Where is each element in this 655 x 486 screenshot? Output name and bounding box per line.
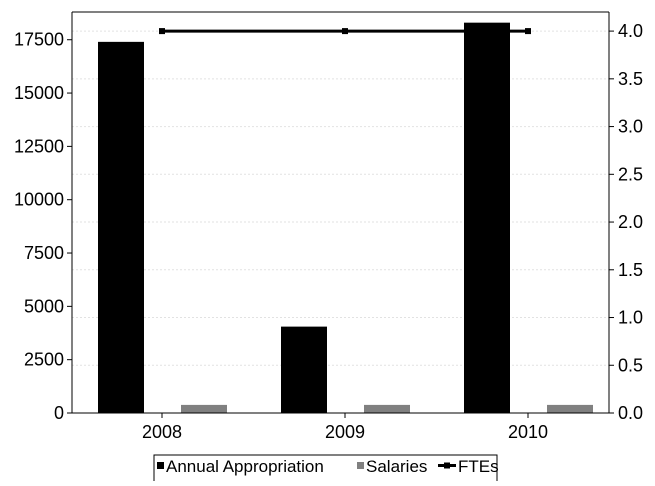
legend-border bbox=[153, 454, 498, 484]
right-tick-label: 2.0 bbox=[618, 212, 643, 232]
legend-swatch-annual-appropriation bbox=[157, 462, 164, 469]
left-tick-label: 2500 bbox=[24, 350, 64, 370]
bar-salaries-2010 bbox=[547, 404, 593, 413]
marker-ftes-2009 bbox=[342, 28, 348, 35]
left-tick-label: 15000 bbox=[14, 83, 64, 103]
bar-salaries-2008 bbox=[181, 404, 227, 413]
legend-label-salaries: Salaries bbox=[366, 457, 427, 476]
bar-salaries-2009 bbox=[364, 404, 410, 413]
left-tick-label: 10000 bbox=[14, 190, 64, 210]
right-axis-ticks: 0.0 0.5 1.0 1.5 2.0 2.5 3.0 3.5 4.0 bbox=[609, 21, 643, 423]
x-tick-label: 2009 bbox=[325, 422, 365, 442]
x-axis-ticks: 2008 2009 2010 bbox=[142, 413, 548, 442]
bar-annual-appropriation-2008 bbox=[98, 41, 144, 414]
legend-swatch-salaries bbox=[357, 462, 364, 469]
line-series-layer bbox=[159, 28, 531, 35]
bar-annual-appropriation-2009 bbox=[281, 326, 327, 413]
right-tick-label: 1.0 bbox=[618, 308, 643, 328]
grid-lines bbox=[72, 30, 609, 366]
right-tick-label: 0.5 bbox=[618, 355, 643, 375]
right-tick-label: 0.0 bbox=[618, 403, 643, 423]
left-tick-label: 5000 bbox=[24, 296, 64, 316]
legend-label-ftes: FTEs bbox=[458, 457, 499, 476]
legend-swatch-ftes-marker bbox=[444, 462, 450, 469]
legend-label-annual-appropriation: Annual Appropriation bbox=[166, 457, 324, 476]
x-tick-label: 2010 bbox=[508, 422, 548, 442]
right-tick-label: 3.0 bbox=[618, 117, 643, 137]
left-tick-label: 0 bbox=[54, 403, 64, 423]
left-tick-label: 7500 bbox=[24, 243, 64, 263]
axes-layer bbox=[71, 11, 610, 414]
marker-ftes-2008 bbox=[159, 28, 165, 35]
left-axis-ticks: 0 2500 5000 7500 10000 12500 15000 17500 bbox=[14, 30, 72, 423]
right-tick-label: 2.5 bbox=[618, 164, 643, 184]
marker-ftes-2010 bbox=[525, 28, 531, 35]
left-tick-label: 12500 bbox=[14, 136, 64, 156]
x-tick-label: 2008 bbox=[142, 422, 182, 442]
bar-annual-appropriation-2010 bbox=[464, 22, 510, 414]
right-tick-label: 3.5 bbox=[618, 69, 643, 89]
left-tick-label: 17500 bbox=[14, 30, 64, 50]
right-tick-label: 4.0 bbox=[618, 21, 643, 41]
bars-layer bbox=[98, 22, 593, 414]
legend: Annual Appropriation Salaries FTEs bbox=[153, 454, 499, 484]
right-tick-label: 1.5 bbox=[618, 260, 643, 280]
